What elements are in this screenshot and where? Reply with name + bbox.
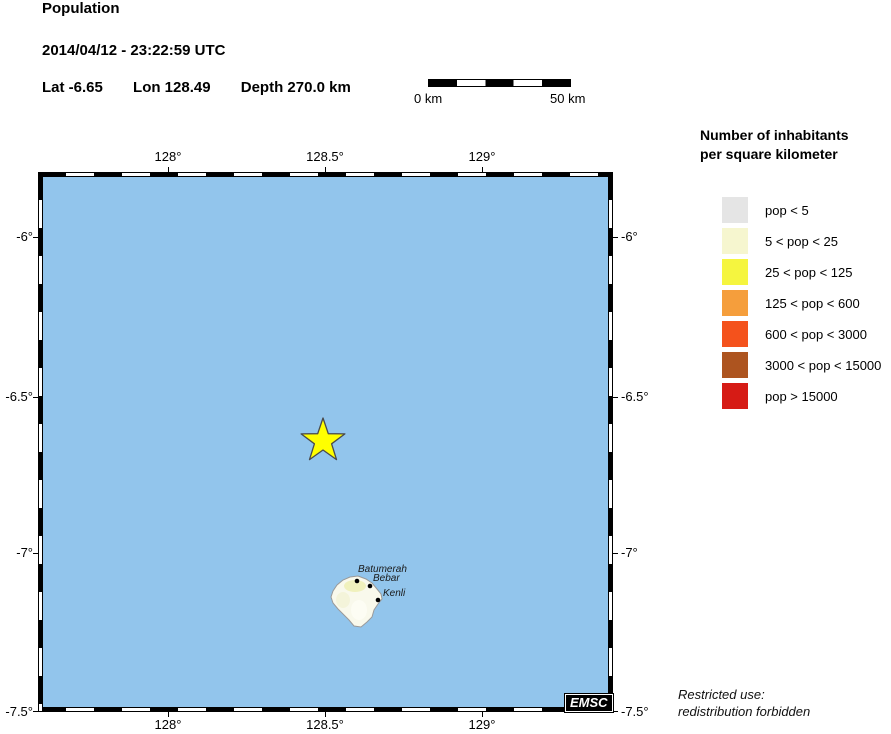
map-border-left — [38, 172, 43, 712]
event-longitude: Lon 128.49 — [133, 79, 211, 96]
restricted-line2: redistribution forbidden — [678, 704, 811, 719]
event-latitude: Lat -6.65 — [42, 79, 103, 96]
map-border-right — [608, 172, 613, 712]
tick-lon-bottom — [168, 712, 169, 717]
lat-label-right: -7.5° — [621, 704, 649, 719]
island-shape — [330, 575, 383, 628]
legend-title: Number of inhabitants per square kilomet… — [700, 126, 849, 164]
lat-label-left: -6.5° — [5, 389, 33, 404]
event-coordinates: Lat -6.65 Lon 128.49 Depth 270.0 km — [42, 79, 351, 96]
tick-lat-left — [33, 397, 38, 398]
town-dot-bebar — [367, 583, 373, 589]
lon-label-bottom: 128.5° — [306, 717, 344, 732]
lon-label-bottom: 129° — [468, 717, 496, 732]
legend-title-line1: Number of inhabitants — [700, 127, 849, 143]
legend-title-line2: per square kilometer — [700, 146, 838, 162]
legend-item: pop < 5 — [722, 197, 881, 223]
tick-lon-top — [325, 167, 326, 172]
epicenter-star — [300, 417, 346, 461]
event-datetime: 2014/04/12 - 23:22:59 UTC — [42, 42, 226, 59]
town-dot-batumerah — [354, 578, 360, 584]
lon-label-top: 128.5° — [306, 149, 344, 164]
legend-item: 5 < pop < 25 — [722, 228, 881, 254]
legend-item: 3000 < pop < 15000 — [722, 352, 881, 378]
place-label-kenli: Kenli — [383, 588, 406, 599]
legend-item: pop > 15000 — [722, 383, 881, 409]
tick-lat-left — [33, 711, 38, 712]
lat-label-left: -6° — [16, 229, 33, 244]
lat-label-right: -7° — [621, 545, 638, 560]
legend-swatch — [722, 228, 748, 254]
legend-swatch — [722, 197, 748, 223]
tick-lon-bottom — [325, 712, 326, 717]
legend: pop < 5 5 < pop < 25 25 < pop < 125 125 … — [722, 197, 881, 414]
emsc-logo: EMSC — [565, 694, 613, 712]
legend-swatch — [722, 321, 748, 347]
tick-lat-right — [613, 711, 618, 712]
lat-label-left: -7.5° — [5, 704, 33, 719]
tick-lon-top — [482, 167, 483, 172]
scale-bar-start-label: 0 km — [414, 91, 443, 106]
legend-swatch — [722, 383, 748, 409]
scale-bar-end-label: 50 km — [550, 91, 586, 106]
lat-label-right: -6.5° — [621, 389, 649, 404]
legend-swatch — [722, 352, 748, 378]
scale-bar — [428, 79, 571, 87]
legend-item: 600 < pop < 3000 — [722, 321, 881, 347]
tick-lat-right — [613, 237, 618, 238]
map-border-bottom — [38, 707, 613, 712]
event-depth: Depth 270.0 km — [240, 79, 351, 96]
legend-item: 25 < pop < 125 — [722, 259, 881, 285]
tick-lat-right — [613, 553, 618, 554]
tick-lat-left — [33, 553, 38, 554]
page-title: Population — [42, 0, 120, 17]
tick-lat-right — [613, 397, 618, 398]
map-features — [300, 417, 383, 628]
legend-label: pop > 15000 — [765, 388, 838, 404]
legend-label: 3000 < pop < 15000 — [765, 357, 882, 373]
tick-lon-top — [168, 167, 169, 172]
map-canvas — [33, 167, 618, 717]
tick-lon-bottom — [482, 712, 483, 717]
restricted-line1: Restricted use: — [678, 687, 765, 702]
legend-item: 125 < pop < 600 — [722, 290, 881, 316]
map-border-top — [38, 172, 613, 177]
legend-label: 600 < pop < 3000 — [765, 326, 867, 342]
town-dot-kenli — [375, 597, 381, 603]
lon-label-top: 129° — [468, 149, 496, 164]
lat-label-right: -6° — [621, 229, 638, 244]
lat-label-left: -7° — [16, 545, 33, 560]
place-label-bebar: Bebar — [373, 573, 400, 584]
legend-label: 125 < pop < 600 — [765, 295, 860, 311]
legend-swatch — [722, 290, 748, 316]
place-label-batumerah: Batumerah — [358, 564, 407, 575]
restricted-use-notice: Restricted use: redistribution forbidden — [678, 686, 810, 720]
lon-label-bottom: 128° — [154, 717, 182, 732]
tick-lat-left — [33, 237, 38, 238]
legend-label: 5 < pop < 25 — [765, 233, 839, 249]
legend-label: pop < 5 — [765, 202, 809, 218]
legend-swatch — [722, 259, 748, 285]
legend-label: 25 < pop < 125 — [765, 264, 853, 280]
lon-label-top: 128° — [154, 149, 182, 164]
